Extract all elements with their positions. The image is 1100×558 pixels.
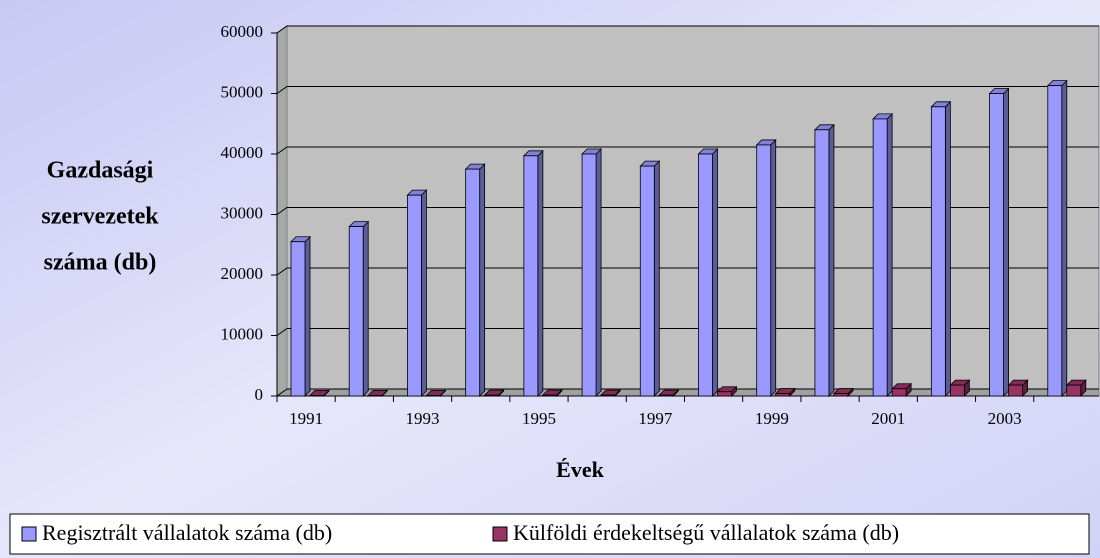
bar-side bbox=[770, 138, 777, 397]
bar bbox=[367, 389, 389, 397]
y-tick-label: 20000 bbox=[221, 264, 264, 283]
bar bbox=[639, 160, 661, 397]
bar-side bbox=[479, 163, 486, 397]
bar bbox=[813, 123, 835, 397]
bar-front bbox=[756, 144, 772, 397]
bar-front bbox=[426, 394, 441, 397]
bar bbox=[832, 387, 854, 397]
bar-front bbox=[523, 155, 539, 397]
y-tick-label: 0 bbox=[255, 385, 264, 404]
bar bbox=[464, 163, 486, 397]
bar bbox=[988, 87, 1010, 397]
y-axis-title: száma (db) bbox=[44, 250, 157, 276]
y-tick-label: 40000 bbox=[221, 143, 264, 162]
bar bbox=[406, 189, 428, 397]
bar-side bbox=[944, 100, 951, 397]
bar-front bbox=[367, 394, 383, 397]
bar-front bbox=[698, 153, 713, 397]
y-tick-label: 10000 bbox=[221, 324, 264, 343]
bar-front bbox=[484, 394, 500, 397]
x-tick-label: 1999 bbox=[755, 409, 789, 428]
bar-side bbox=[886, 112, 893, 397]
bar-side bbox=[1061, 79, 1068, 397]
bar bbox=[716, 385, 738, 397]
bar-front bbox=[989, 93, 1004, 397]
bar bbox=[1007, 379, 1029, 397]
bar bbox=[755, 138, 777, 397]
bar-side bbox=[828, 123, 835, 397]
floor bbox=[275, 388, 1100, 397]
bar bbox=[891, 382, 913, 397]
bar bbox=[697, 148, 719, 397]
bar-front bbox=[891, 388, 907, 397]
bar-front bbox=[639, 165, 655, 397]
bar-side bbox=[421, 189, 427, 397]
bar-front bbox=[581, 153, 597, 397]
grid-line bbox=[276, 86, 1099, 94]
x-tick-label: 2001 bbox=[871, 409, 905, 428]
bar-side bbox=[537, 149, 544, 397]
bar-front bbox=[775, 393, 791, 397]
bar bbox=[1065, 379, 1087, 397]
x-axis-title: Évek bbox=[556, 457, 604, 482]
bar bbox=[1046, 79, 1068, 397]
bar bbox=[348, 220, 370, 397]
bar-side bbox=[304, 235, 311, 397]
x-tick-label: 1993 bbox=[406, 409, 440, 428]
bar bbox=[949, 379, 971, 397]
y-tick-label: 60000 bbox=[221, 22, 264, 41]
bar-front bbox=[872, 118, 888, 397]
bar-front bbox=[348, 226, 364, 397]
y-tick-label: 30000 bbox=[221, 203, 264, 222]
bar bbox=[290, 235, 311, 397]
bar bbox=[658, 389, 680, 397]
bar-front bbox=[407, 194, 422, 397]
bar-front bbox=[290, 241, 306, 397]
bar bbox=[541, 389, 563, 397]
bar-front bbox=[309, 394, 325, 397]
bar bbox=[581, 148, 603, 397]
bar-side bbox=[653, 160, 660, 397]
bar bbox=[930, 100, 952, 397]
y-axis-title: szervezetek bbox=[41, 204, 159, 230]
x-tick-label: 1997 bbox=[638, 409, 673, 428]
x-tick-label: 1991 bbox=[289, 409, 323, 428]
bar bbox=[872, 112, 894, 397]
bar bbox=[309, 389, 330, 397]
y-tick-label: 50000 bbox=[221, 82, 264, 101]
bar-front bbox=[833, 393, 849, 397]
bar-front bbox=[717, 391, 732, 397]
bar-front bbox=[465, 168, 481, 397]
bar-front bbox=[930, 106, 946, 397]
bar-front bbox=[949, 384, 965, 397]
bar-front bbox=[1066, 384, 1082, 397]
x-tick-label: 1995 bbox=[522, 409, 556, 428]
bar-front bbox=[1047, 85, 1063, 397]
legend bbox=[9, 513, 1090, 555]
bar-front bbox=[814, 129, 830, 397]
bar bbox=[600, 389, 622, 397]
bar-front bbox=[600, 394, 616, 397]
bar-side bbox=[362, 220, 369, 397]
bar bbox=[522, 149, 544, 397]
bar bbox=[425, 389, 447, 397]
bar-side bbox=[1003, 87, 1009, 397]
x-tick-label: 2003 bbox=[988, 409, 1022, 428]
bar-front bbox=[1008, 384, 1023, 397]
bar bbox=[774, 387, 796, 397]
bar-front bbox=[542, 394, 558, 397]
grid-line bbox=[276, 25, 1099, 34]
legend-swatch bbox=[492, 526, 508, 542]
legend-label: Külföldi érdekeltségű vállalatok száma (… bbox=[513, 520, 899, 545]
y-axis-title: Gazdasági bbox=[47, 158, 154, 184]
legend-label: Regisztrált vállalatok száma (db) bbox=[42, 520, 332, 545]
legend-swatch bbox=[21, 526, 37, 542]
bar bbox=[483, 389, 505, 397]
bar-side bbox=[712, 148, 718, 397]
bar-side bbox=[595, 148, 602, 397]
bar-front bbox=[658, 394, 674, 397]
